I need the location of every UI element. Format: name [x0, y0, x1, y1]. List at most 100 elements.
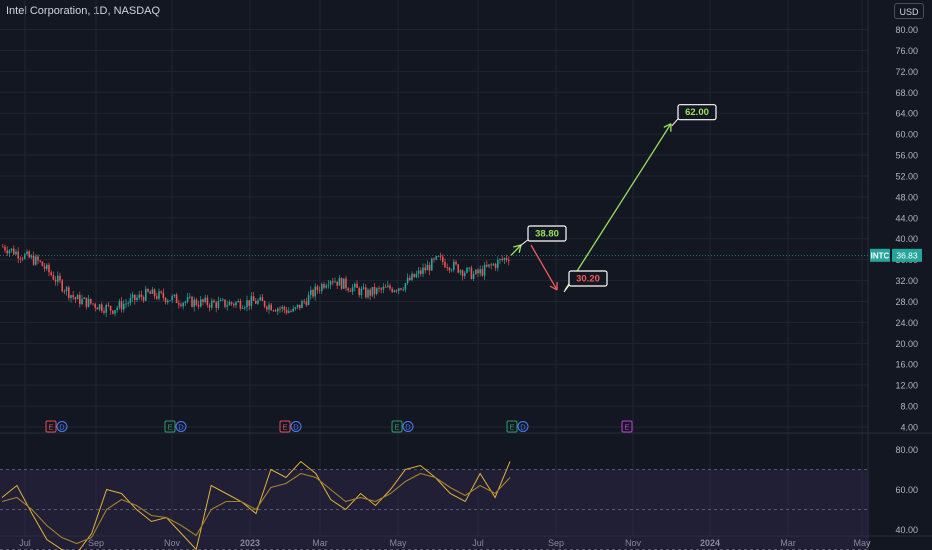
- candle: [296, 304, 299, 310]
- candle: [468, 267, 470, 272]
- earnings-marker[interactable]: E: [279, 420, 291, 433]
- earnings-marker[interactable]: E: [45, 420, 57, 433]
- candle: [224, 299, 226, 309]
- candle: [475, 268, 477, 275]
- candle: [202, 298, 204, 306]
- candle: [85, 297, 88, 310]
- candle: [301, 299, 303, 309]
- rsi-pane[interactable]: [0, 460, 868, 550]
- candle: [120, 297, 123, 313]
- target-label-38-80[interactable]: 38.80: [519, 225, 567, 247]
- candle: [239, 298, 242, 311]
- candle: [248, 300, 250, 310]
- candle: [61, 278, 63, 293]
- candle: [87, 294, 90, 308]
- arrow-to-62-00[interactable]: [564, 123, 672, 291]
- time-axis-tick: May: [389, 538, 407, 548]
- earnings-marker[interactable]: E: [164, 420, 176, 433]
- candle: [250, 292, 253, 310]
- price-axis-tick: 56.00: [895, 151, 918, 161]
- candle: [2, 243, 4, 248]
- candle: [19, 256, 22, 264]
- candle: [30, 254, 33, 260]
- candle: [70, 294, 72, 303]
- candle: [32, 251, 35, 266]
- time-axis-tick: Jul: [472, 538, 484, 548]
- candle: [259, 294, 261, 302]
- candle: [217, 296, 220, 311]
- candle: [479, 265, 481, 277]
- candle: [424, 263, 426, 274]
- candle: [318, 286, 321, 294]
- earnings-marker[interactable]: E: [391, 420, 403, 433]
- price-axis-tick: 12.00: [895, 381, 918, 391]
- candle: [367, 288, 369, 300]
- candle: [312, 288, 314, 299]
- candle: [292, 305, 294, 313]
- candle: [499, 258, 501, 265]
- candle: [395, 289, 398, 294]
- dividend-marker[interactable]: D: [290, 421, 302, 432]
- candle: [376, 287, 378, 296]
- candle: [26, 249, 28, 256]
- candle: [378, 285, 380, 293]
- arrow-to-30-20[interactable]: [530, 244, 558, 291]
- earnings-marker[interactable]: E: [621, 420, 633, 433]
- price-axis-tick: 72.00: [895, 67, 918, 77]
- candle: [257, 298, 259, 306]
- candle: [35, 254, 37, 266]
- event-marker-letter: E: [394, 423, 399, 432]
- dividend-marker[interactable]: D: [175, 421, 187, 432]
- candle: [437, 255, 440, 258]
- candle: [54, 276, 57, 286]
- earnings-marker[interactable]: E: [506, 420, 518, 433]
- candle: [380, 287, 382, 294]
- candle: [426, 260, 429, 271]
- candle: [112, 310, 114, 315]
- candle: [74, 296, 77, 303]
- candle: [127, 300, 129, 307]
- candle: [501, 255, 503, 262]
- dividend-marker[interactable]: D: [517, 421, 529, 432]
- candle: [175, 292, 178, 304]
- candle: [182, 301, 184, 310]
- rsi-average-line: [1, 472, 511, 545]
- projection-arrows[interactable]: [510, 123, 672, 291]
- candle: [24, 252, 26, 260]
- candle: [79, 291, 81, 308]
- candle: [393, 289, 396, 293]
- candle: [83, 296, 85, 300]
- price-axis-tick: 40.00: [895, 234, 918, 244]
- dividend-marker[interactable]: D: [56, 421, 68, 432]
- candle: [50, 270, 52, 277]
- candle: [15, 249, 17, 256]
- candle: [41, 261, 44, 267]
- candle: [222, 297, 224, 302]
- currency-button[interactable]: USD: [894, 3, 924, 19]
- candle: [336, 281, 338, 290]
- last-price-value: 36.83: [896, 250, 918, 260]
- target-label-62-00[interactable]: 62.00: [671, 104, 717, 127]
- candle: [466, 266, 468, 274]
- price-axis-tick: 32.00: [895, 276, 918, 286]
- arrow-to-38-80[interactable]: [510, 244, 522, 256]
- dividend-marker[interactable]: D: [402, 421, 414, 432]
- candle: [439, 252, 442, 261]
- candle: [327, 279, 330, 289]
- target-label-30-20[interactable]: 30.20: [563, 270, 608, 293]
- candle: [145, 285, 147, 302]
- candle: [160, 290, 162, 295]
- candle: [156, 292, 158, 301]
- candle: [149, 290, 151, 294]
- candle: [219, 297, 222, 302]
- candle: [288, 307, 290, 314]
- event-marker-letter: D: [405, 423, 411, 432]
- rsi-axis-tick: 80.00: [895, 445, 918, 455]
- candle: [76, 293, 79, 300]
- price-axis-tick: 44.00: [895, 213, 918, 223]
- candle: [373, 283, 376, 299]
- candle: [503, 257, 506, 264]
- event-marker-letter: D: [59, 423, 65, 432]
